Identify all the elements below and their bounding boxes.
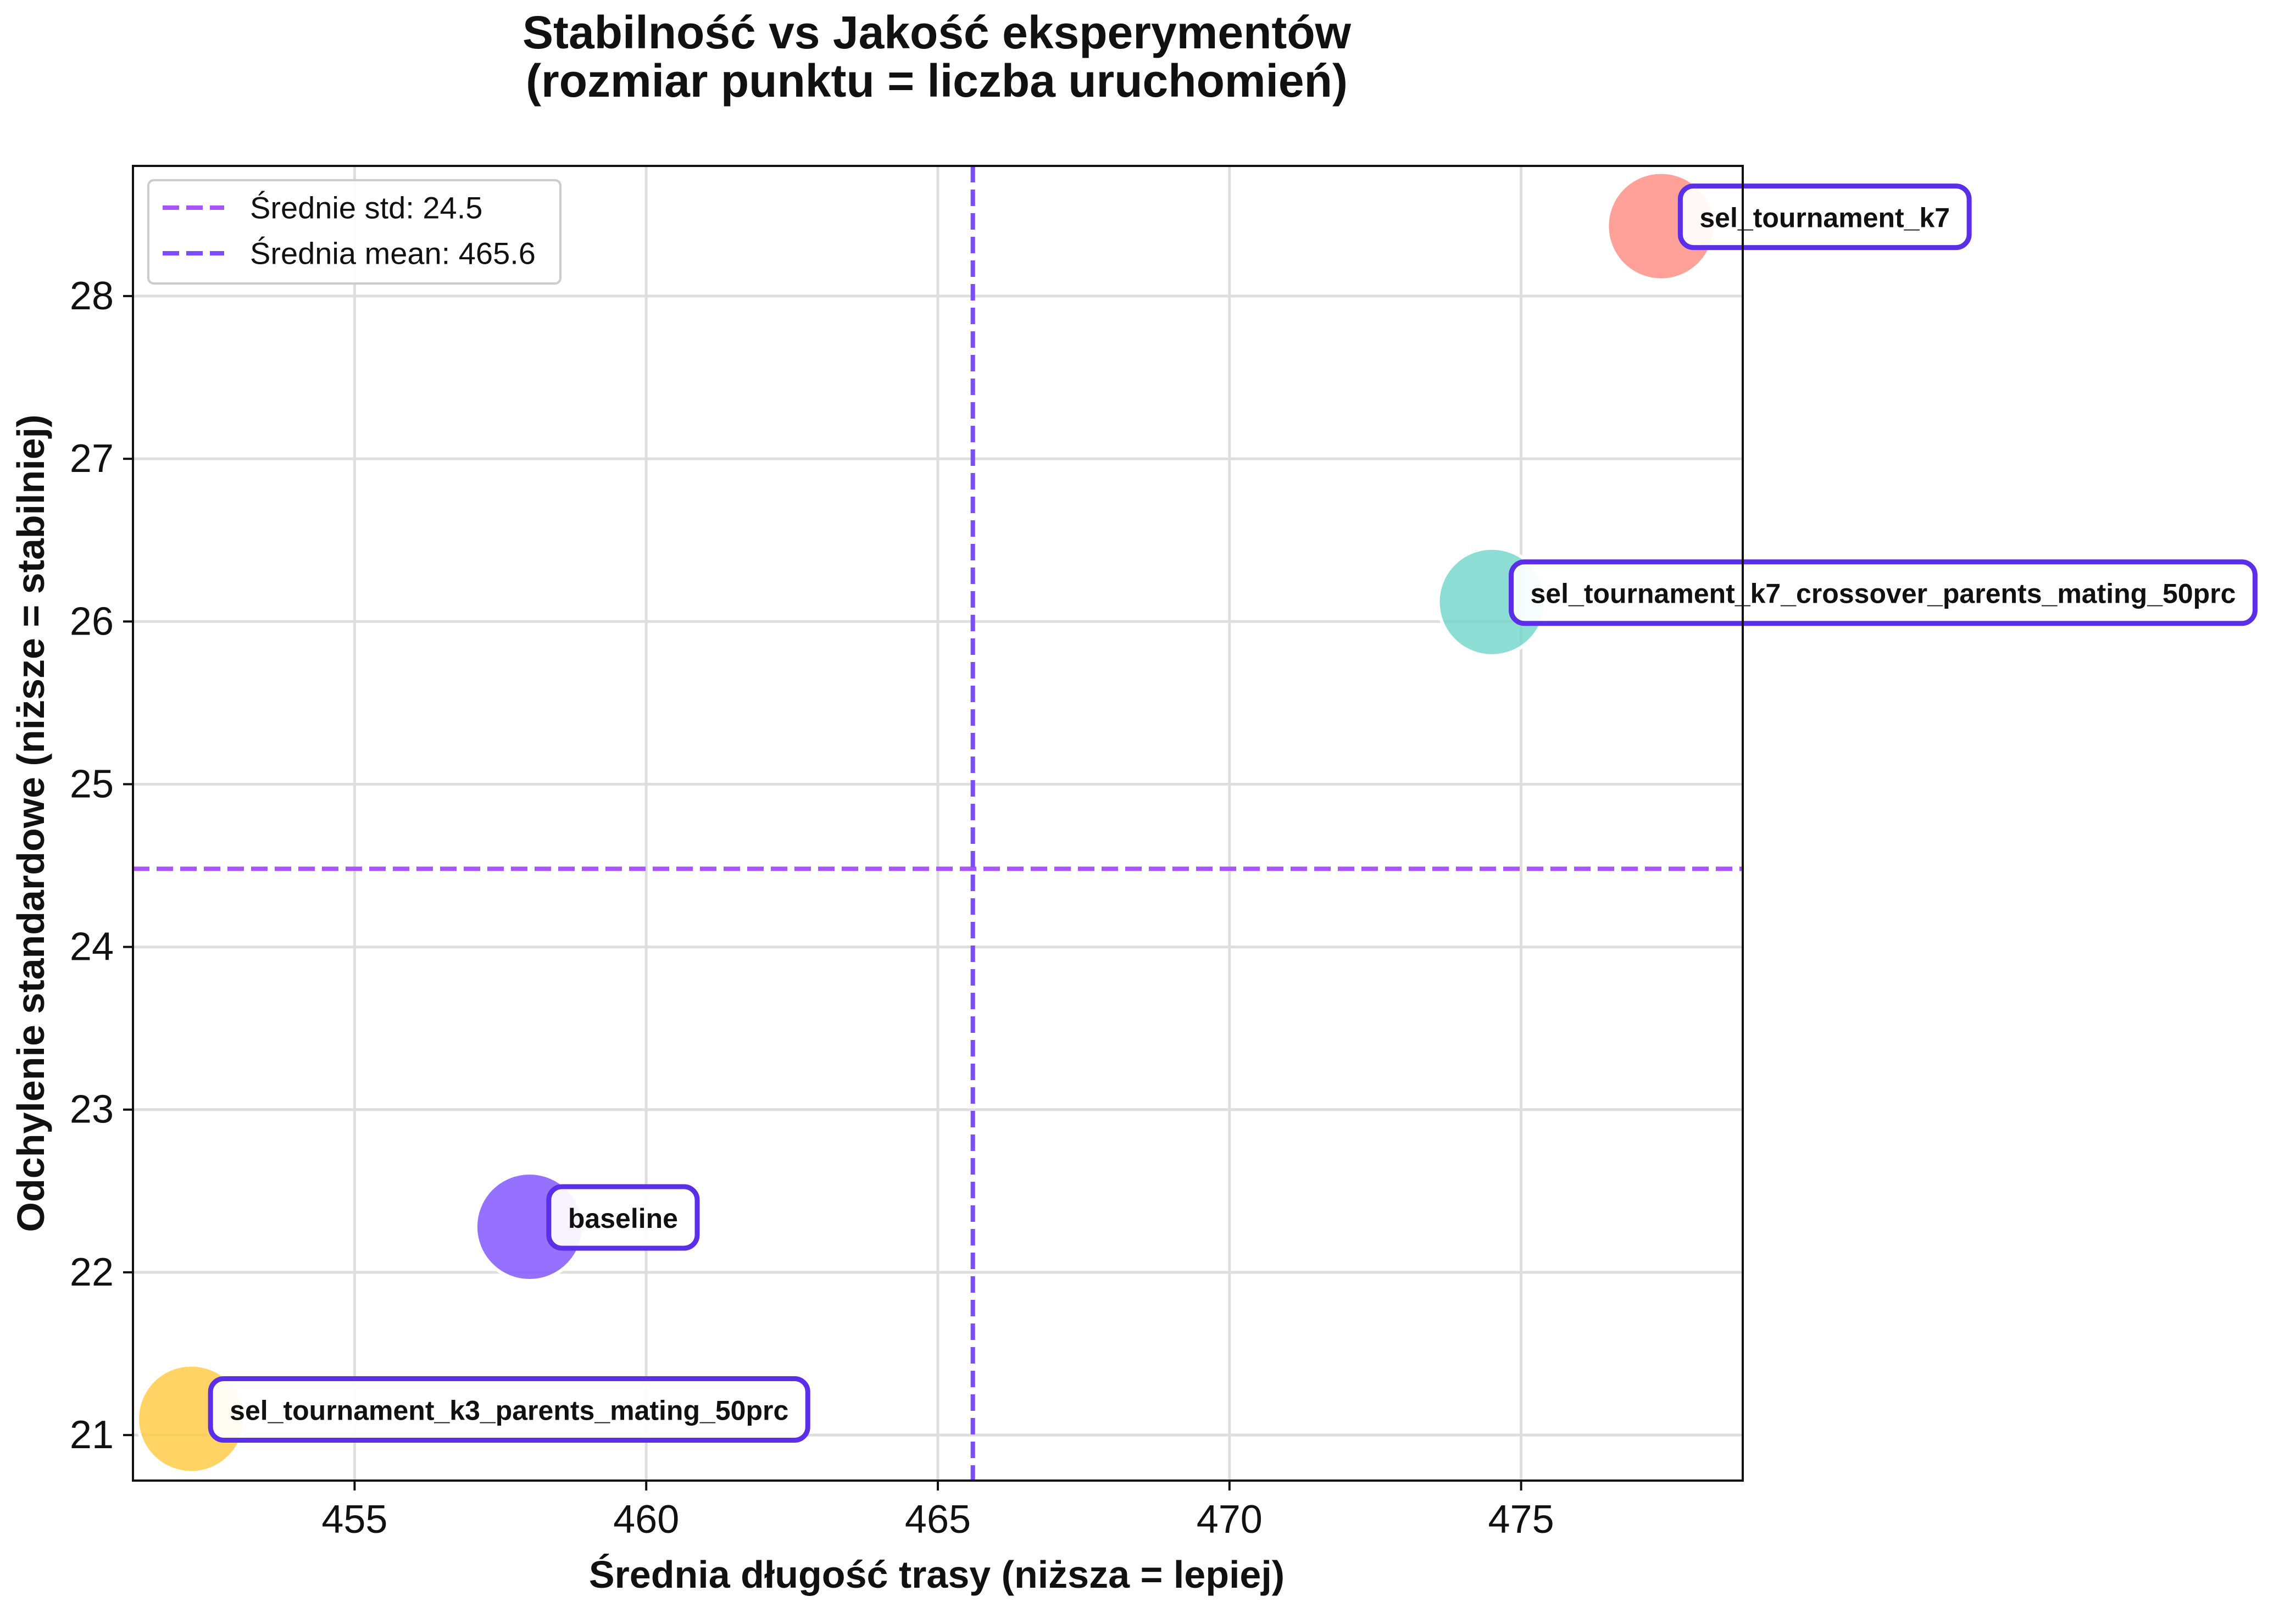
point-label-text: sel_tournament_k3_parents_mating_50prc — [230, 1395, 788, 1426]
y-tick-label: 24 — [70, 925, 114, 969]
y-tick-label: 28 — [70, 274, 114, 318]
point-label-box — [546, 1184, 700, 1251]
y-tick-label: 21 — [70, 1413, 114, 1457]
x-tick-label: 455 — [321, 1498, 387, 1542]
point-label-box — [1677, 183, 1972, 251]
x-axis-label: Średnia długość trasy (niższa = lepiej) — [589, 1553, 1285, 1596]
x-tick-label: 475 — [1488, 1498, 1554, 1542]
point-label-text: baseline — [568, 1203, 678, 1234]
point-label: baseline — [546, 1184, 700, 1251]
point-label: sel_tournament_k7 — [1677, 183, 1972, 251]
y-tick-label: 27 — [70, 437, 114, 481]
y-tick-label: 22 — [70, 1250, 114, 1294]
legend: Średnie std: 24.5 Średnia mean: 465.6 — [147, 179, 562, 285]
point-label-box — [1509, 559, 2258, 626]
point-label-box — [208, 1376, 810, 1443]
point-label: sel_tournament_k3_parents_mating_50prc — [208, 1376, 810, 1443]
x-tick-label: 470 — [1197, 1498, 1263, 1542]
y-tick-label: 23 — [70, 1088, 114, 1132]
x-tick-label: 465 — [905, 1498, 971, 1542]
point-label: sel_tournament_k7_crossover_parents_mati… — [1509, 559, 2258, 626]
reference-lines — [133, 166, 1743, 1481]
legend-box — [147, 179, 562, 285]
grid — [133, 166, 1743, 1481]
legend-label: Średnie std: 24.5 — [250, 191, 482, 225]
chart-title-line: Stabilność vs Jakość eksperymentów — [522, 7, 1352, 58]
point-label-text: sel_tournament_k7_crossover_parents_mati… — [1531, 579, 2236, 609]
point-label-text: sel_tournament_k7 — [1699, 203, 1950, 233]
y-tick-label: 26 — [70, 599, 114, 643]
chart-title-line: (rozmiar punktu = liczba uruchomień) — [526, 55, 1348, 107]
y-axis-label: Odchylenie standardowe (niższe = stabiln… — [9, 415, 52, 1232]
point-labels: sel_tournament_k7 sel_tournament_k7_cross… — [208, 183, 2258, 1443]
y-tick-label: 25 — [70, 762, 114, 806]
x-tick-label: 460 — [613, 1498, 679, 1542]
points — [136, 170, 1717, 1475]
legend-label: Średnia mean: 465.6 — [250, 236, 536, 271]
